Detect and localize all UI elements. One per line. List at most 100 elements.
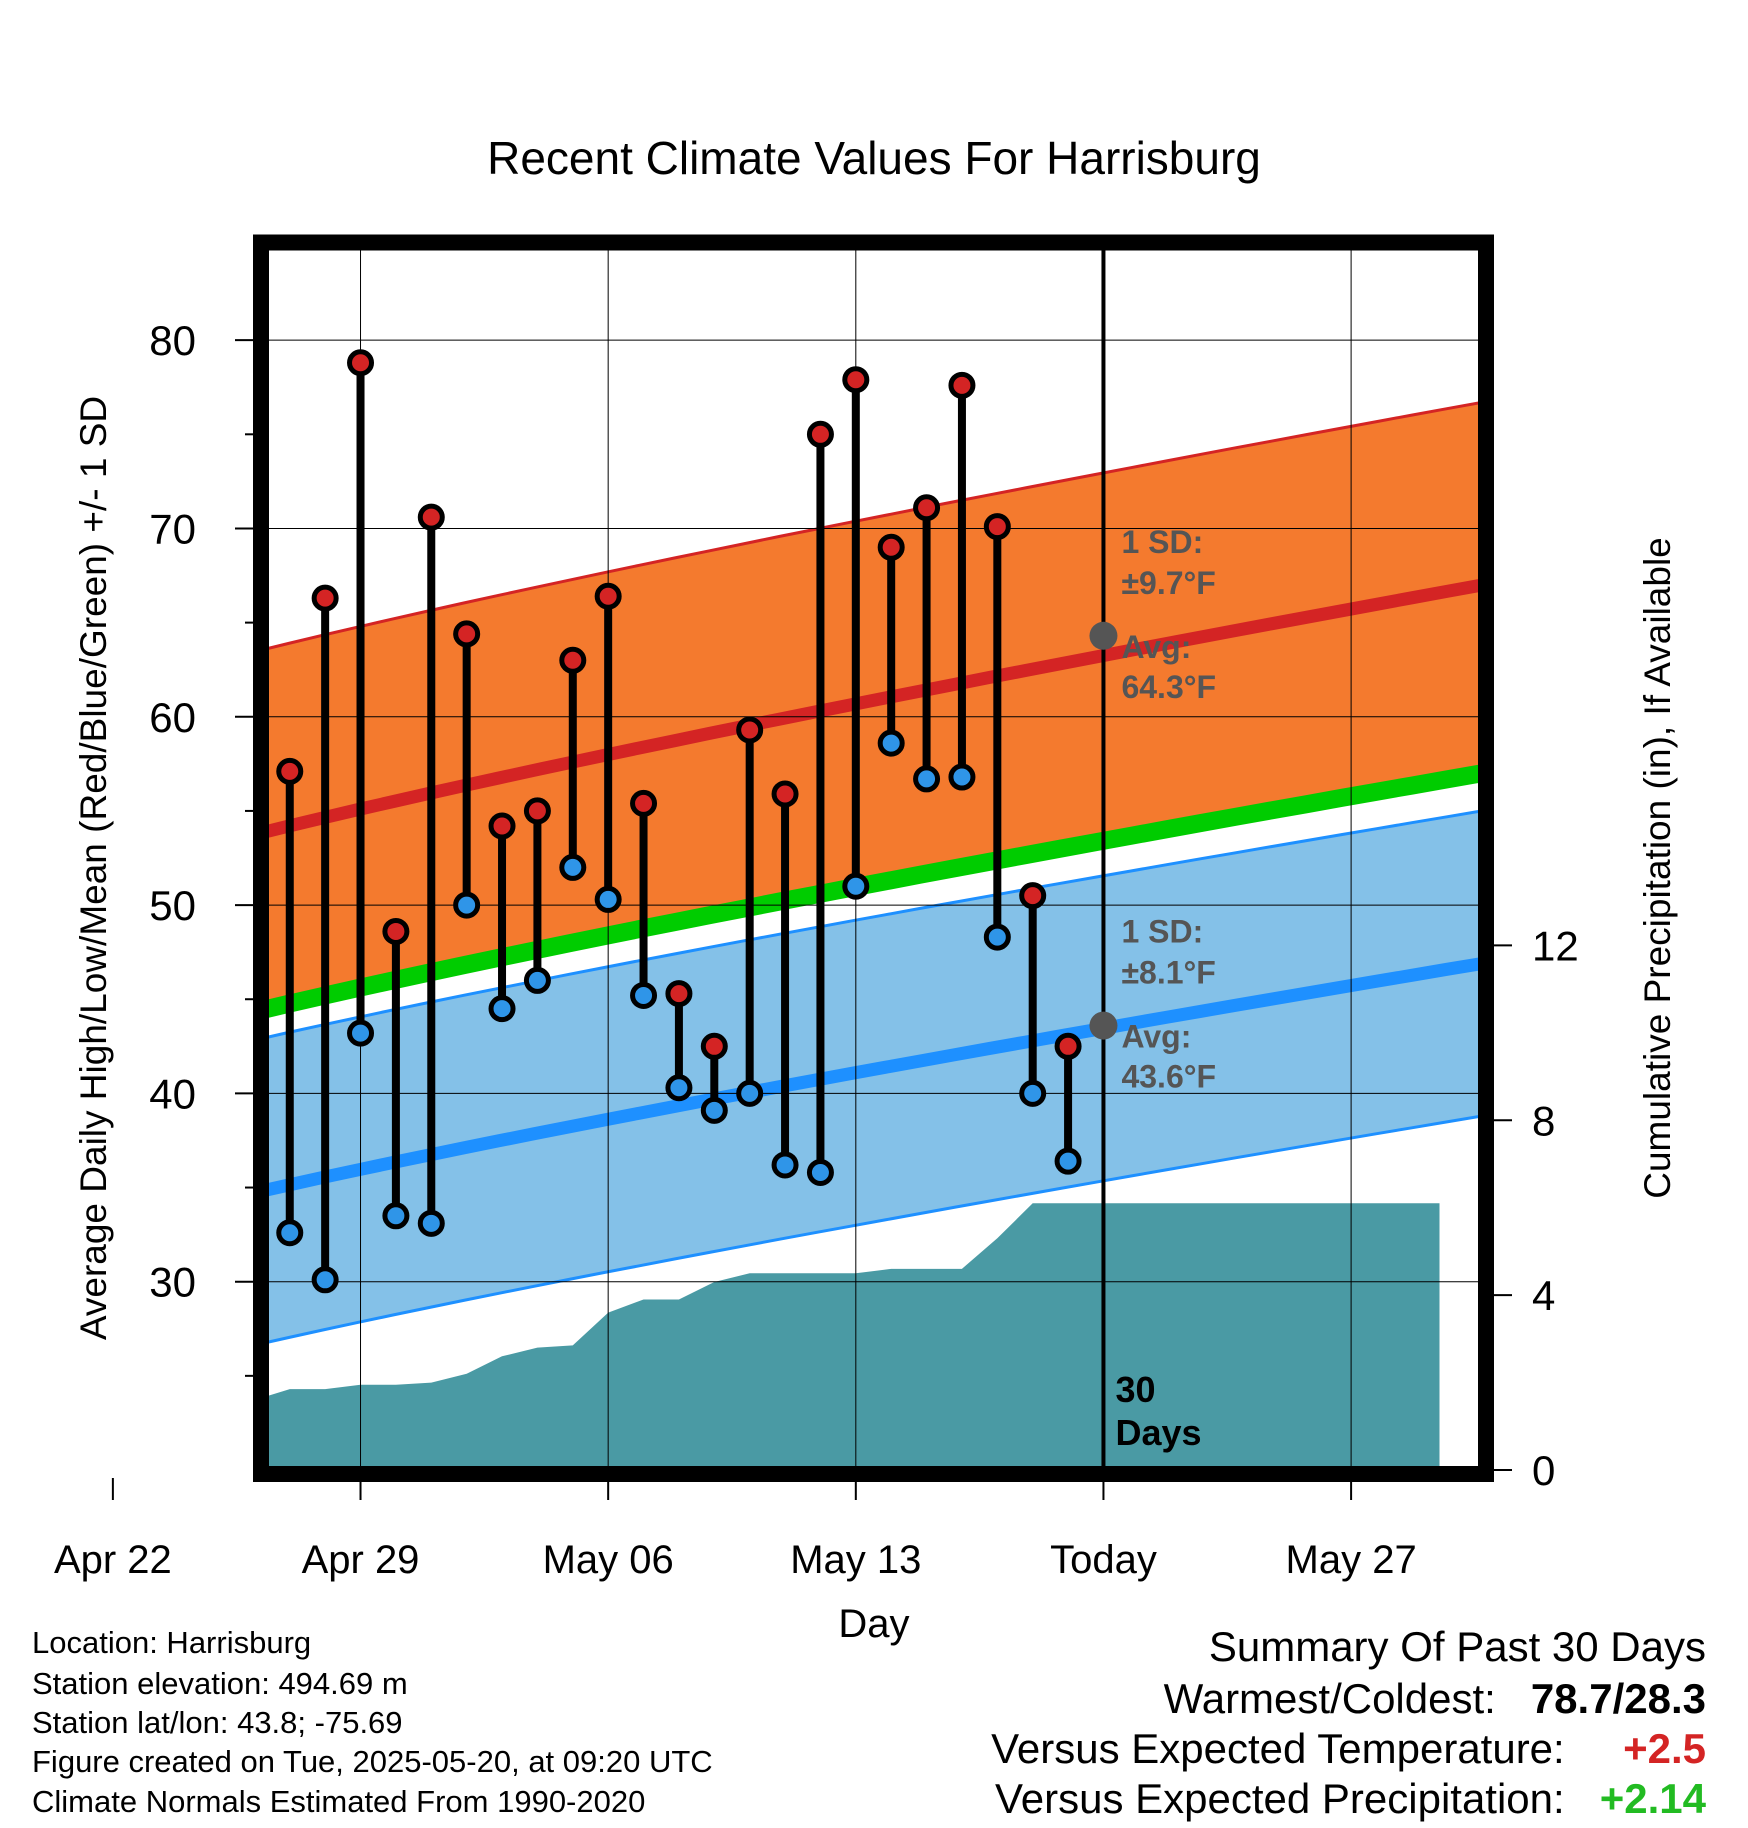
mean-normal-line — [265, 764, 1482, 1019]
high-band-upper-edge — [265, 400, 1482, 651]
low-temp-point — [806, 1158, 834, 1186]
low-temp-point — [983, 923, 1011, 951]
y-tick-label: 40 — [149, 1070, 196, 1117]
summary-warm-cold: Warmest/Coldest: 78.7/28.3 — [1163, 1675, 1706, 1722]
high-avg-marker — [1089, 621, 1118, 650]
high-sd-value: ±9.7°F — [1121, 565, 1215, 601]
low-temp-point — [311, 1266, 339, 1294]
low-temp-point — [594, 885, 622, 913]
high-temp-point — [559, 646, 587, 674]
high-temp-point — [700, 1032, 728, 1060]
low-band-upper-edge — [265, 809, 1482, 1040]
coldest-value: 28.3 — [1624, 1675, 1706, 1722]
high-sd-label: 1 SD: — [1121, 524, 1203, 560]
low-temp-point — [842, 872, 870, 900]
high-temp-point — [347, 349, 375, 377]
low-sd-label: 1 SD: — [1121, 914, 1203, 950]
y-axis-label: Average Daily High/Low/Mean (Red/Blue/Gr… — [73, 396, 114, 1340]
summary-temp: Versus Expected Temperature: +2.5 — [991, 1728, 1706, 1770]
high-temp-point — [523, 797, 551, 825]
high-temp-point — [208, 600, 230, 622]
low-temp-point — [276, 1219, 304, 1247]
created-line: Figure created on Tue, 2025-05-20, at 09… — [32, 1744, 713, 1779]
x-tick-label: Apr 29 — [302, 1538, 420, 1582]
high-temp-point — [736, 716, 764, 744]
low-temp-point — [137, 1303, 159, 1325]
x-tick-label: Today — [1050, 1538, 1157, 1582]
low-temp-point — [665, 1074, 693, 1102]
low-temp-point — [453, 891, 481, 919]
high-temp-point — [137, 758, 159, 780]
x-tick-label: May 06 — [543, 1538, 674, 1582]
normals-line: Climate Normals Estimated From 1990-2020 — [32, 1784, 646, 1819]
days-marker-label: 30 — [1115, 1369, 1155, 1410]
low-avg-label: Avg: — [1121, 1019, 1191, 1055]
high-temp-point — [453, 620, 481, 648]
low-temp-point — [1019, 1079, 1047, 1107]
low-temp-point — [771, 1151, 799, 1179]
low-temp-point — [382, 1202, 410, 1230]
location-line: Location: Harrisburg — [32, 1625, 312, 1660]
plot-inner: 1 SD: ±9.7°F Avg: 64.3°F 1 SD: ±8.1°F Avg: 43.6… — [31, 246, 1482, 1470]
low-normal-line — [265, 957, 1482, 1197]
low-temp-point — [736, 1079, 764, 1107]
y2-tick-label: 0 — [1532, 1447, 1555, 1494]
low-temp-point — [417, 1209, 445, 1237]
plot-area: 1 SD: ±9.7°F Avg: 64.3°F 1 SD: ±8.1°F Avg: 43.6… — [31, 234, 1579, 1582]
high-avg-label: Avg: — [1121, 629, 1191, 665]
y2-tick-label: 8 — [1532, 1097, 1555, 1144]
high-temp-point — [1054, 1032, 1082, 1060]
y2-tick-label: 12 — [1532, 922, 1579, 969]
y2-tick-label: 4 — [1532, 1272, 1555, 1319]
y-tick-label: 30 — [149, 1259, 196, 1306]
low-temp-point — [347, 1019, 375, 1047]
low-temp-point — [523, 966, 551, 994]
low-temp-point — [31, 1295, 53, 1317]
precip-label: Versus Expected Precipitation: — [995, 1775, 1565, 1822]
high-temp-point — [382, 917, 410, 945]
low-temp-point — [630, 981, 658, 1009]
low-temp-point — [948, 763, 976, 791]
y-tick-label: 70 — [149, 505, 196, 552]
precip-deviation-value: +2.14 — [1599, 1775, 1706, 1822]
high-temp-point — [311, 584, 339, 612]
high-temp-point — [842, 366, 870, 394]
x-tick-label: May 13 — [790, 1538, 921, 1582]
y-tick-label: 60 — [149, 694, 196, 741]
high-temp-point — [983, 513, 1011, 541]
low-temp-point — [208, 1060, 230, 1082]
low-temp-point — [173, 1146, 195, 1168]
low-sd-value: ±8.1°F — [1121, 955, 1215, 991]
high-temp-point — [630, 789, 658, 817]
low-temp-point — [488, 995, 516, 1023]
plot-frame — [253, 234, 1494, 1482]
low-band — [265, 810, 1482, 1343]
high-temp-point — [594, 582, 622, 610]
x-tick-label: May 27 — [1286, 1538, 1417, 1582]
temp-label: Versus Expected Temperature: — [991, 1725, 1565, 1772]
latlon-line: Station lat/lon: 43.8; -75.69 — [32, 1705, 403, 1740]
warmest-value: 78.7 — [1530, 1675, 1613, 1722]
low-temp-point — [913, 765, 941, 793]
low-band-lower-edge — [265, 1114, 1482, 1345]
low-avg-marker — [1089, 1011, 1118, 1040]
days-marker-label: Days — [1115, 1412, 1201, 1453]
y-tick-label: 50 — [149, 882, 196, 929]
summary-title: Summary Of Past 30 Days — [1208, 1623, 1706, 1670]
temp-deviation-value: +2.5 — [1623, 1725, 1706, 1772]
low-temp-point — [1054, 1147, 1082, 1175]
summary-precip: Versus Expected Precipitation: +2.14 — [995, 1778, 1706, 1820]
high-temp-point — [948, 371, 976, 399]
high-temp-point — [665, 980, 693, 1008]
precip-area — [265, 1203, 1440, 1470]
high-temp-point — [1019, 882, 1047, 910]
high-temp-point — [417, 503, 445, 531]
x-axis-label: Day — [838, 1602, 909, 1646]
low-temp-point — [700, 1096, 728, 1124]
high-temp-point — [276, 757, 304, 785]
high-temp-point — [488, 812, 516, 840]
high-avg-value: 64.3°F — [1121, 669, 1216, 705]
x-tick-label: Apr 22 — [54, 1538, 172, 1582]
high-temp-point — [31, 960, 53, 982]
